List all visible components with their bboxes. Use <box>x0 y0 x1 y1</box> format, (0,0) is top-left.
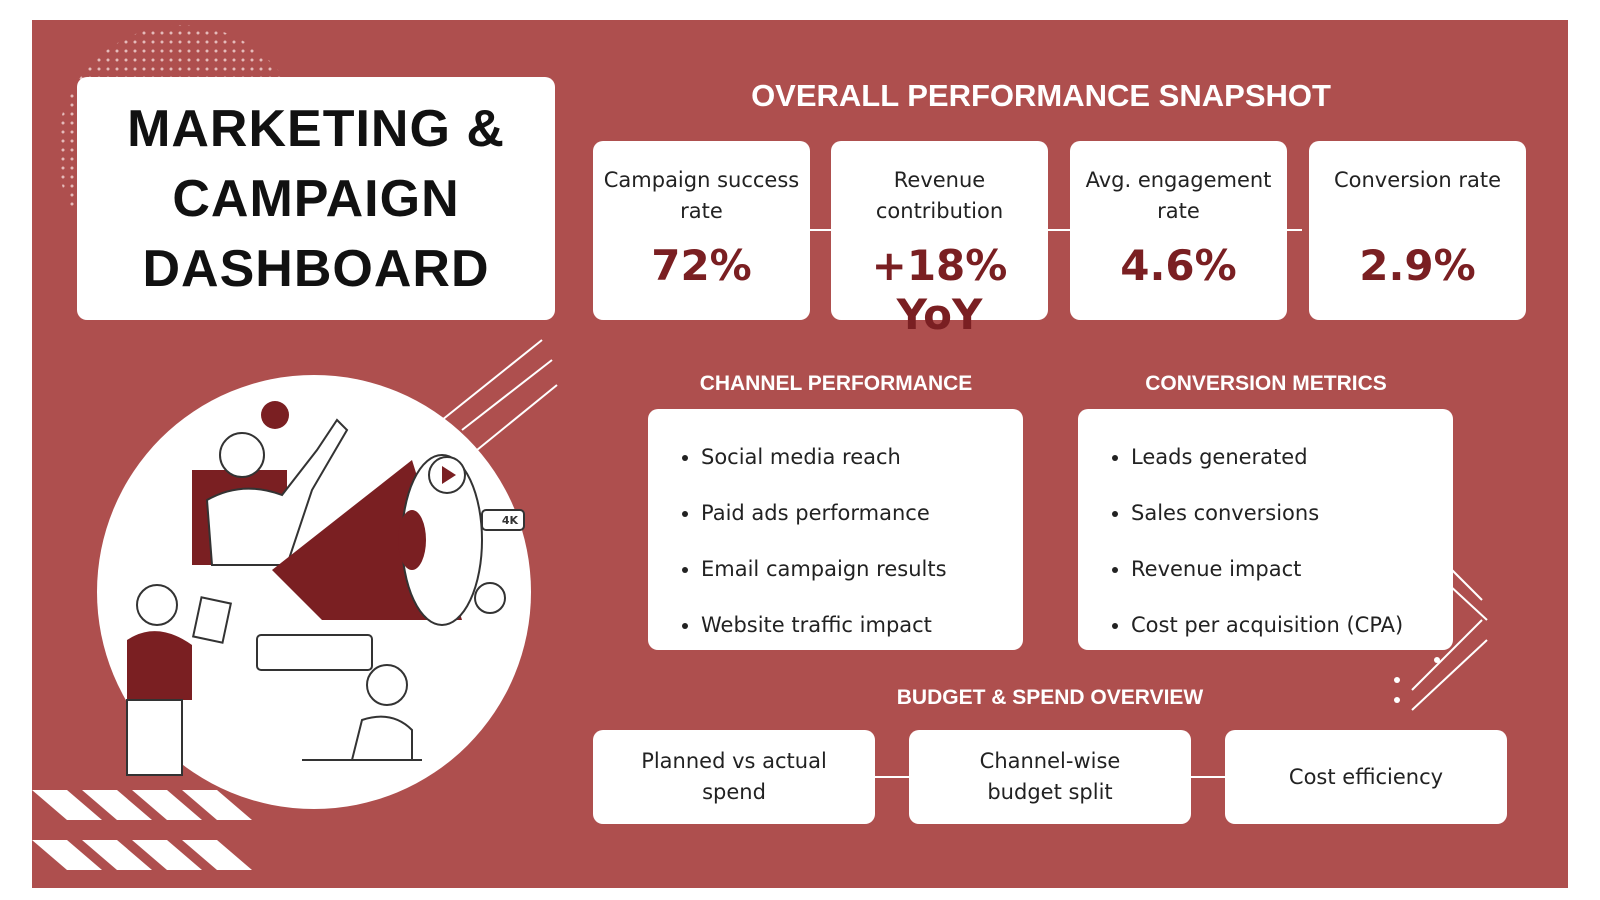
section-title: CONVERSION METRICS <box>1145 372 1387 395</box>
kpi-card: Campaign success rate 72% <box>593 141 810 320</box>
title-line: MARKETING & <box>127 99 505 158</box>
kpi-card: Avg. engagement rate 4.6% <box>1070 141 1287 320</box>
list-item: Email campaign results <box>701 541 1003 597</box>
section-title: CHANNEL PERFORMANCE <box>699 372 973 395</box>
list-item: Sales conversions <box>1131 485 1433 541</box>
list-item: Website traffic impact <box>701 597 1003 653</box>
list-box: Leads generated Sales conversions Revenu… <box>1078 409 1453 650</box>
dashboard: 4K MARKETING & CAMPAIGN DASHBOARD OVERAL… <box>32 20 1568 888</box>
kpi-label: Avg. engagement rate <box>1085 168 1272 223</box>
kpi-card: Revenue contribution +18% YoY <box>831 141 1048 339</box>
kpi-value: +18% YoY <box>871 241 1008 339</box>
title-box: MARKETING & CAMPAIGN DASHBOARD <box>77 77 555 320</box>
kpi-label: Conversion rate <box>1333 168 1502 192</box>
kpi-value: 4.6% <box>1120 241 1237 290</box>
kpi-value: 2.9% <box>1359 241 1476 290</box>
budget-card: Channel-wise budget split <box>909 730 1191 824</box>
kpi-card: Conversion rate 2.9% <box>1309 141 1526 320</box>
title-line: CAMPAIGN <box>172 169 460 228</box>
badge-text: 4K <box>502 514 519 527</box>
list-item: Leads generated <box>1131 429 1433 485</box>
list-item: Cost per acquisition (CPA) <box>1131 597 1433 653</box>
budget-card: Planned vs actual spend <box>593 730 875 824</box>
kpi-label: Campaign success rate <box>603 168 800 223</box>
title-line: DASHBOARD <box>142 239 490 298</box>
kpi-label: Revenue contribution <box>875 168 1004 223</box>
list-item: Social media reach <box>701 429 1003 485</box>
kpi-value: 72% <box>651 241 752 290</box>
connector <box>802 229 1302 231</box>
section-title: BUDGET & SPEND OVERVIEW <box>896 686 1204 709</box>
list-item: Paid ads performance <box>701 485 1003 541</box>
section-title: OVERALL PERFORMANCE SNAPSHOT <box>751 78 1331 113</box>
budget-card: Cost efficiency <box>1225 730 1507 824</box>
list-item: Revenue impact <box>1131 541 1433 597</box>
list-box: Social media reach Paid ads performance … <box>648 409 1023 650</box>
